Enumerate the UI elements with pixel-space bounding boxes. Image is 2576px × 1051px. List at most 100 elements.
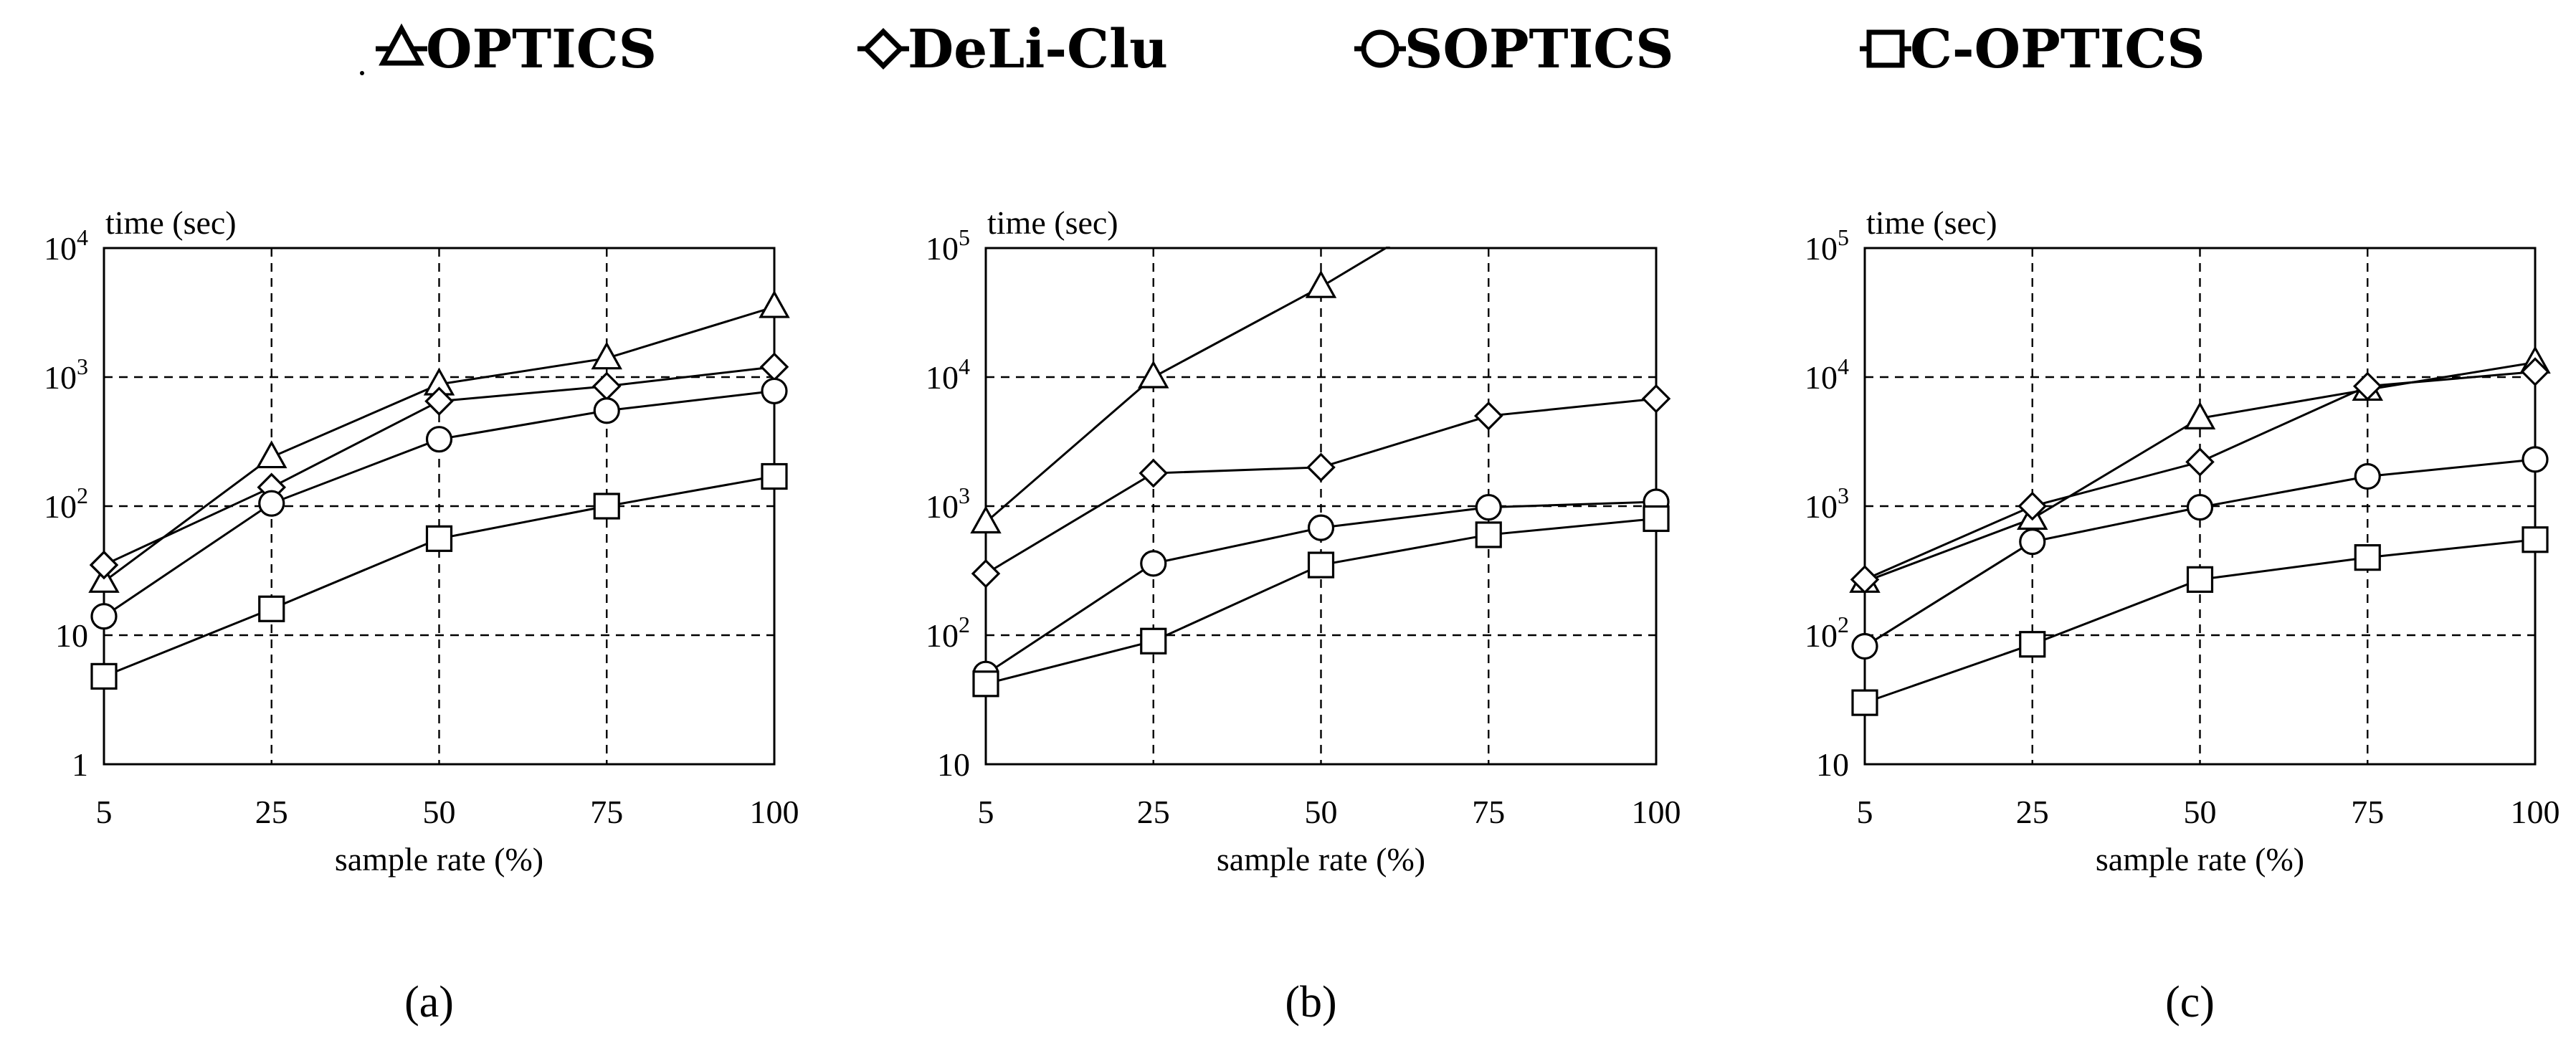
data-point-diamond	[89, 550, 119, 580]
data-point-diamond	[1139, 458, 1169, 488]
data-point-circle	[1851, 632, 1878, 660]
data-point-diamond	[424, 386, 454, 416]
data-point-diamond	[2017, 491, 2048, 521]
series-line-optics	[985, 247, 1391, 523]
data-point-square	[1851, 689, 1878, 716]
panel-caption: (a)	[404, 978, 454, 1027]
x-tick-label: 50	[1305, 794, 1338, 830]
data-point-diamond	[591, 371, 622, 401]
data-point-square	[2354, 544, 2381, 571]
x-tick-label: 25	[1137, 794, 1170, 830]
data-point-square	[425, 525, 453, 552]
data-point-circle	[2522, 446, 2549, 473]
legend-item-soptics: SOPTICS	[1354, 19, 1674, 80]
y-tick-label: 10	[937, 746, 970, 783]
y-tick-label: 1	[72, 746, 88, 783]
series-group	[88, 290, 790, 690]
legend: OPTICS DeLi-Clu SOPTICS C-OPTICS	[360, 19, 2205, 80]
y-tick-label: 105	[926, 224, 970, 267]
data-point-diamond	[2352, 371, 2382, 401]
x-tick-label: 100	[2511, 794, 2560, 830]
data-point-diamond	[1850, 565, 1880, 594]
x-axis-title: sample rate (%)	[1217, 841, 1425, 878]
data-point-diamond	[971, 558, 1001, 589]
y-tick-label: 104	[44, 224, 88, 267]
data-point-triangle	[256, 440, 287, 469]
data-point-circle	[1307, 514, 1335, 541]
data-point-diamond	[759, 352, 789, 382]
data-point-triangle	[1138, 360, 1169, 389]
y-tick-label: 103	[44, 353, 88, 396]
data-point-square	[90, 662, 118, 690]
data-point-diamond	[2185, 447, 2215, 477]
y-tick-label: 102	[44, 482, 88, 525]
legend-item-coptics: C-OPTICS	[1860, 19, 2205, 80]
x-tick-label: 25	[2016, 794, 2049, 830]
chart-panels: 1 10 102 103 104 5 25 50 75 100 time (sec) sample r…	[44, 204, 2560, 1027]
chart-panel-b: 10 102 103 104 105 5 25 50 75 100 time (sec) sample…	[926, 204, 1681, 1027]
data-point-circle	[593, 397, 620, 424]
data-point-circle	[761, 377, 788, 405]
data-point-circle	[1475, 493, 1502, 521]
x-tick-label: 100	[750, 794, 799, 830]
chart-panel-c: 10 102 103 104 105 5 25 50 75 100 time (sec) sample…	[1805, 204, 2560, 1027]
legend-item-delicl: DeLi-Clu	[857, 19, 1168, 80]
data-point-circle	[425, 426, 453, 453]
x-tick-label: 100	[1632, 794, 1681, 830]
data-point-triangle	[2184, 401, 2216, 429]
y-axis-title: time (sec)	[987, 204, 1118, 241]
x-tick-label: 75	[1472, 794, 1505, 830]
x-tick-label: 75	[2351, 794, 2384, 830]
data-point-triangle	[970, 505, 1002, 534]
data-point-circle	[90, 603, 118, 630]
legend-label: OPTICS	[426, 19, 657, 80]
legend-square-icon	[1866, 29, 1905, 68]
legend-label: DeLi-Clu	[908, 19, 1168, 80]
x-tick-label: 5	[1857, 794, 1873, 830]
legend-dot	[360, 71, 364, 75]
data-point-circle	[2019, 528, 2046, 556]
series-group	[970, 247, 1671, 698]
data-point-diamond	[2520, 357, 2550, 386]
y-tick-label: 104	[926, 353, 970, 396]
x-tick-label: 50	[2184, 794, 2217, 830]
y-tick-label: 10	[55, 617, 88, 654]
data-point-diamond	[1473, 401, 1503, 431]
panel-caption: (b)	[1285, 978, 1336, 1027]
plot-frame	[1863, 247, 2537, 766]
legend-triangle-icon	[379, 23, 424, 66]
legend-diamond-icon	[862, 28, 904, 70]
data-point-circle	[258, 490, 285, 517]
series-group	[1849, 346, 2551, 716]
x-tick-label: 25	[255, 794, 288, 830]
data-point-square	[2522, 526, 2549, 553]
data-point-diamond	[1306, 452, 1336, 482]
y-tick-label: 102	[1805, 612, 1849, 654]
data-point-circle	[2354, 462, 2381, 490]
x-axis-title: sample rate (%)	[2096, 841, 2304, 878]
data-point-square	[258, 595, 285, 622]
panel-caption: (c)	[2165, 978, 2215, 1027]
y-axis-title: time (sec)	[105, 204, 237, 241]
data-point-triangle	[1305, 270, 1337, 298]
x-tick-label: 50	[423, 794, 456, 830]
data-point-square	[1475, 521, 1502, 548]
y-axis-title: time (sec)	[1866, 204, 1997, 241]
data-point-square	[1643, 505, 1670, 533]
data-point-triangle	[759, 290, 790, 318]
data-point-square	[2019, 631, 2046, 658]
legend-item-optics: OPTICS	[376, 19, 657, 80]
y-tick-label: 103	[1805, 482, 1849, 525]
data-point-square	[2186, 566, 2214, 593]
y-tick-label: 104	[1805, 353, 1849, 396]
legend-circle-icon	[1361, 29, 1399, 68]
data-point-square	[1307, 551, 1335, 579]
series-line-c-optics	[1864, 538, 2536, 704]
y-tick-label: 105	[1805, 224, 1849, 267]
y-tick-label: 10	[1816, 746, 1849, 783]
data-point-square	[593, 493, 620, 520]
data-point-circle	[2186, 493, 2214, 521]
legend-label: C-OPTICS	[1910, 19, 2205, 80]
x-axis-title: sample rate (%)	[335, 841, 543, 878]
